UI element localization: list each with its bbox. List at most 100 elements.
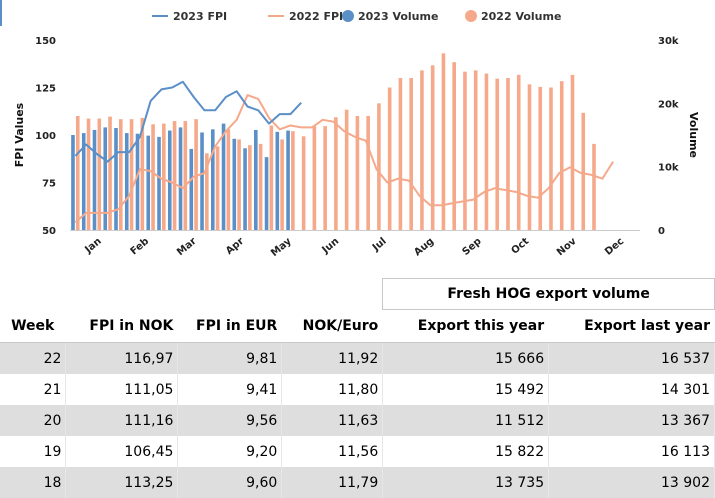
bar-2022-volume (495, 78, 500, 230)
bar-2022-volume (140, 117, 145, 230)
bar-2022-volume (129, 119, 134, 230)
bar-2023-volume (232, 138, 237, 230)
x-tick-label: May (269, 236, 294, 259)
x-tick-label: Sep (460, 236, 483, 258)
cell-export-last-year: 13 367 (548, 405, 715, 436)
bar-2022-volume (570, 74, 575, 230)
bar-2022-volume (194, 119, 198, 230)
x-tick-label: Apr (224, 236, 246, 257)
x-axis: Jan Feb Mar Apr May Jun Jul Aug Sep Oct Nov Dec (70, 230, 640, 259)
x-tick-label: Aug (412, 236, 436, 259)
bar-2023-volume (254, 129, 258, 230)
y-left-tick-label: 150 (35, 36, 56, 47)
bar-2022-volume (151, 124, 155, 230)
bar-2022-volume (291, 131, 295, 230)
x-tick-label: Feb (129, 236, 152, 258)
bar-2022-volume (162, 123, 166, 230)
table-row: 19 106,45 9,20 11,56 15 822 16 113 (0, 436, 715, 467)
table-row: 20 111,16 9,56 11,63 11 512 13 367 (0, 405, 715, 436)
chart-legend: 2023 FPI 2022 FPI 2023 Volume 2022 Volume (152, 10, 561, 23)
cell-nok-euro: 11,56 (281, 436, 384, 467)
bars-2023-volume (71, 123, 290, 230)
right-axis: 0 10k 20k 30k Volume (658, 36, 700, 237)
cell-export-this-year: 13 735 (382, 467, 550, 498)
bar-2022-volume (441, 53, 446, 230)
cell-week: 21 (0, 374, 67, 405)
cell-fpi-nok: 106,45 (65, 436, 179, 467)
bar-2022-volume (559, 81, 564, 231)
bars-2022-volume (75, 53, 596, 231)
bar-2022-volume (97, 118, 102, 230)
cell-week: 18 (0, 467, 67, 498)
legend-label: 2022 Volume (481, 10, 561, 23)
bar-2022-volume (172, 121, 177, 230)
bar-2023-volume (178, 127, 183, 230)
bar-2022-volume (237, 139, 241, 230)
bar-2023-volume (124, 133, 129, 230)
bar-2022-volume (420, 70, 424, 231)
bar-2022-volume (355, 116, 360, 230)
legend-label: 2023 Volume (358, 10, 438, 23)
cell-week: 20 (0, 405, 67, 436)
bar-2022-volume (473, 70, 478, 231)
cell-fpi-eur: 9,20 (177, 436, 283, 467)
col-export-this-year: Export this year (382, 309, 550, 343)
bar-2023-volume (243, 148, 247, 230)
bar-2022-volume (592, 143, 596, 230)
x-tick-label: Oct (509, 236, 531, 257)
bar-2022-volume (248, 145, 252, 230)
group-header: Fresh HOG export volume (382, 278, 715, 310)
legend-swatch (465, 10, 477, 22)
cell-fpi-nok: 111,05 (65, 374, 179, 405)
cell-export-last-year: 14 301 (548, 374, 715, 405)
line-2022-fpi (74, 94, 614, 224)
col-export-last-year: Export last year (548, 309, 715, 343)
bar-2023-volume (221, 123, 226, 230)
cell-fpi-nok: 116,97 (65, 342, 179, 374)
x-tick-label: Jul (370, 236, 389, 254)
bar-2023-volume (92, 129, 97, 230)
cell-export-this-year: 15 666 (382, 342, 550, 374)
y-left-tick-label: 100 (35, 131, 56, 142)
bar-2022-volume (463, 71, 467, 231)
cell-fpi-nok: 113,25 (65, 467, 179, 498)
bar-2022-volume (409, 78, 413, 230)
bar-2023-volume (114, 128, 118, 230)
cell-export-last-year: 16 113 (548, 436, 715, 467)
cell-week: 22 (0, 342, 67, 374)
bar-2022-volume (108, 116, 112, 230)
bar-2023-volume (81, 133, 86, 230)
cell-nok-euro: 11,92 (281, 342, 384, 374)
x-tick-label: Mar (175, 236, 199, 258)
y-left-title: FPI Values (13, 102, 26, 167)
left-edge-marker (0, 0, 2, 26)
y-right-tick-label: 0 (658, 226, 665, 237)
cell-fpi-eur: 9,41 (177, 374, 283, 405)
cell-fpi-eur: 9,81 (177, 342, 283, 374)
y-left-tick-label: 50 (42, 226, 56, 237)
bar-2022-volume (581, 112, 586, 230)
cell-week: 19 (0, 436, 67, 467)
y-right-title: Volume (687, 112, 700, 158)
legend-label: 2023 FPI (173, 10, 227, 23)
bar-2022-volume (323, 126, 327, 230)
bar-2023-volume (157, 136, 161, 230)
bar-2023-volume (167, 130, 172, 230)
cell-nok-euro: 11,79 (281, 467, 384, 498)
y-right-tick-label: 30k (658, 36, 679, 47)
y-right-tick-label: 20k (658, 99, 679, 110)
x-tick-label: Nov (555, 236, 579, 259)
cell-export-this-year: 15 822 (382, 436, 550, 467)
legend-swatch (342, 10, 354, 22)
bar-2022-volume (527, 84, 532, 230)
bar-2022-volume (215, 146, 220, 230)
bar-2023-volume (146, 135, 151, 230)
bar-2022-volume (538, 86, 543, 230)
bar-2022-volume (334, 117, 338, 230)
bar-2023-volume (286, 130, 290, 230)
cell-export-last-year: 16 537 (548, 342, 715, 374)
bar-2022-volume (430, 65, 435, 230)
table-row: 22 116,97 9,81 11,92 15 666 16 537 (0, 342, 715, 374)
y-right-tick-label: 10k (658, 163, 679, 174)
bar-2023-volume (135, 133, 140, 230)
